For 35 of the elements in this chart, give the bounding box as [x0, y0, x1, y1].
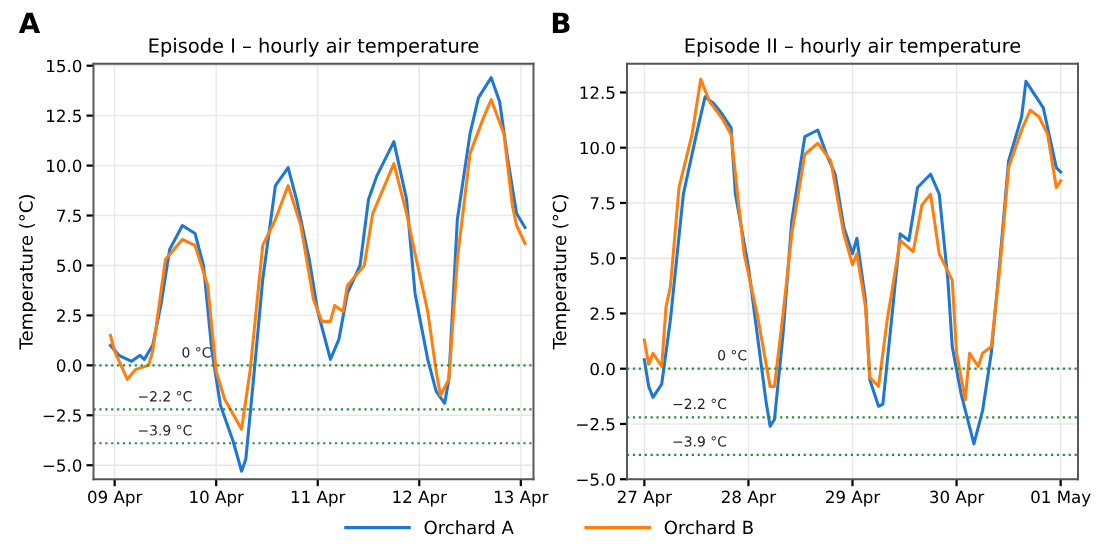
y-tick-label: 2.5 [57, 309, 81, 322]
y-tick-label: −5.0 [577, 473, 615, 486]
text: A [18, 12, 41, 33]
y-tick-label: 5.0 [57, 259, 82, 273]
x-tick-label: 11 Apr [291, 490, 346, 507]
x-tick-label: 28 Apr [721, 490, 777, 507]
y-tick-label: 10.0 [47, 159, 82, 173]
y-tick-label: 7.5 [57, 209, 81, 223]
y-tick-label: 10.0 [580, 141, 615, 155]
x-tick-label: 01 May [1031, 490, 1091, 507]
x-tick-label: 27 Apr [617, 490, 673, 507]
x-tick-label: 09 Apr [88, 490, 143, 507]
x-tick-label: 29 Apr [826, 490, 881, 507]
x-tick-label: 10 Apr [190, 490, 244, 507]
y-tick-label: 2.5 [590, 307, 615, 321]
y-axis-title: Temperature (°C) [18, 195, 37, 350]
y-tick-label: −5.0 [43, 459, 82, 472]
y-tick-label: −2.5 [43, 409, 81, 422]
y-tick-label: 15.0 [47, 59, 82, 73]
y-tick-label: 0.0 [56, 359, 82, 372]
legend-label: Orchard A [424, 520, 514, 535]
legend-label: Orchard B [664, 520, 753, 535]
y-axis-title: Temperature (°C) [552, 195, 570, 350]
x-tick-label: 30 Apr [930, 490, 985, 507]
x-tick-label: 13 Apr [494, 490, 549, 507]
y-tick-label: 12.5 [47, 109, 81, 123]
chart-title: Episode II – hourly air temperature [685, 37, 1021, 57]
y-tick-label: 0.0 [590, 362, 615, 376]
y-tick-label: 7.5 [590, 197, 615, 210]
chart-title: Episode I – hourly air temperature [149, 37, 479, 57]
text: B [552, 12, 570, 33]
y-tick-label: −2.5 [577, 417, 615, 431]
y-tick-label: 12.5 [580, 86, 615, 100]
y-tick-label: 5.0 [590, 252, 615, 265]
x-tick-label: 12 Apr [393, 490, 447, 507]
